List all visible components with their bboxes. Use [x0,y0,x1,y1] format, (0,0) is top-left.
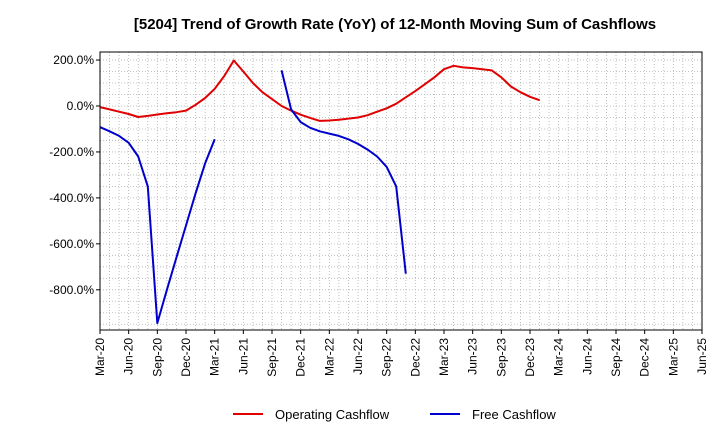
y-tick-label: -400.0% [49,191,94,205]
x-tick-label: Jun-23 [466,338,480,375]
x-tick-label: Jun-22 [351,338,365,375]
x-tick-label: Sep-23 [494,338,508,377]
x-tick-label: Sep-24 [609,338,623,377]
x-tick-label: Mar-22 [322,338,336,376]
x-tick-label: Mar-23 [437,338,451,376]
x-axis: Mar-20 Jun-20 Sep-20 Dec-20 Mar-21 Jun-21 Sep-… [93,330,709,377]
x-tick-label: Mar-25 [666,338,680,376]
x-tick-label: Sep-22 [380,338,394,377]
x-tick-label: Dec-24 [638,338,652,377]
operating-cashflow-line [99,59,540,122]
x-tick-label: Mar-21 [208,338,222,376]
legend-label-operating-cashflow: Operating Cashflow [275,407,390,422]
x-tick-label: Mar-20 [93,338,107,376]
x-tick-label: Mar-24 [552,338,566,376]
x-tick-label: Sep-21 [265,338,279,377]
plot-frame [99,51,703,331]
x-tick-label: Dec-21 [294,338,308,377]
series-layer [99,59,540,325]
free-cashflow-line [99,126,216,325]
free-cashflow-line [280,70,407,274]
y-tick-label: 200.0% [53,53,94,67]
x-tick-label: Jun-21 [236,338,250,375]
y-tick-label: 0.0% [67,99,95,113]
x-tick-label: Jun-24 [580,338,594,375]
x-tick-label: Jun-20 [122,338,136,375]
legend: Operating Cashflow Free Cashflow [233,407,556,422]
y-tick-label: -600.0% [49,237,94,251]
grid [100,52,702,330]
x-tick-label: Dec-22 [408,338,422,377]
chart-title: [5204] Trend of Growth Rate (YoY) of 12-… [134,16,656,33]
x-tick-label: Dec-20 [179,338,193,377]
legend-label-free-cashflow: Free Cashflow [472,407,556,422]
y-tick-label: -200.0% [49,145,94,159]
y-tick-label: -800.0% [49,283,94,297]
x-tick-label: Dec-23 [523,338,537,377]
y-axis: 200.0% 0.0% -200.0% -400.0% -600.0% -800.0% [49,53,100,297]
x-tick-label: Jun-25 [695,338,709,375]
x-tick-label: Sep-20 [150,338,164,377]
